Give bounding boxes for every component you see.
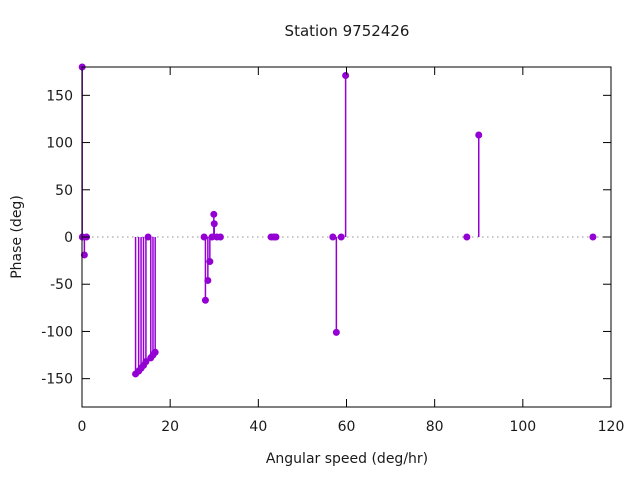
data-point: [329, 233, 337, 241]
data-point: [342, 72, 350, 79]
x-tick-label: 100: [509, 419, 536, 435]
y-tick-label: 0: [64, 230, 73, 246]
data-point: [206, 258, 214, 266]
data-point: [475, 131, 483, 139]
chart-title: Station 9752426: [284, 22, 410, 40]
x-tick-label: 60: [338, 419, 356, 435]
data-point: [210, 220, 218, 228]
x-tick-label: 120: [598, 419, 625, 435]
x-axis-label: Angular speed (deg/hr): [265, 451, 429, 467]
y-tick-label: -150: [41, 372, 73, 388]
plot-border: [81, 66, 612, 408]
y-tick-label: -50: [50, 277, 73, 293]
data-point: [151, 348, 159, 356]
data-point: [80, 251, 88, 259]
data-point: [208, 233, 216, 241]
x-tick-label: 40: [249, 419, 267, 435]
y-tick-label: 50: [55, 183, 73, 199]
x-tick-label: 20: [161, 419, 179, 435]
data-point: [142, 358, 150, 366]
y-tick-label: -100: [41, 324, 73, 340]
data-point: [216, 233, 224, 241]
y-tick-label: 100: [46, 136, 73, 152]
data-point: [200, 233, 208, 241]
data-point: [144, 233, 152, 241]
data-point: [204, 276, 212, 284]
data-point: [589, 233, 597, 241]
x-tick-label: 80: [426, 419, 444, 435]
x-tick-label: 0: [78, 419, 87, 435]
data-point: [463, 233, 471, 241]
data-point: [201, 296, 209, 304]
data-point: [272, 233, 280, 241]
y-tick-label: 150: [46, 88, 73, 104]
data-point: [332, 328, 340, 336]
data-point: [337, 233, 345, 241]
y-axis-label: Phase (deg): [9, 195, 25, 279]
data-point: [210, 210, 218, 218]
